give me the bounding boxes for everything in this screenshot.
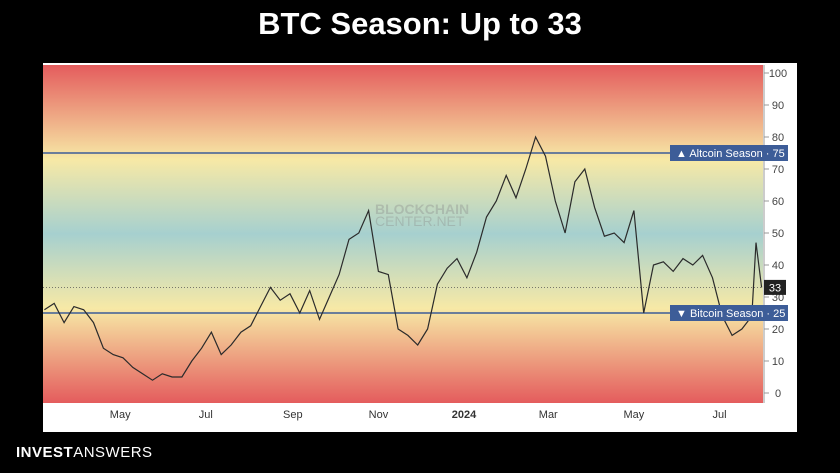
y-tick-label: 10 [772, 356, 784, 368]
chart-panel: 0 10 20 30 40 50 60 70 80 90 100 May Jul Sep Nov 2024 M… [43, 63, 797, 432]
current-value-label: 33 [769, 282, 781, 294]
y-tick-label: 20 [772, 324, 784, 336]
x-tick-label: Nov [369, 409, 389, 421]
current-value-badge: 33 [764, 279, 786, 295]
brand-logo: INVESTANSWERS [16, 444, 153, 461]
y-tick-label: 0 [775, 388, 781, 400]
series-line [44, 135, 763, 381]
x-tick-label: Jul [712, 409, 726, 421]
y-tick-label: 100 [769, 68, 787, 80]
y-tick-label: 40 [772, 260, 784, 272]
page-title: BTC Season: Up to 33 [258, 6, 582, 41]
y-tick-label: 50 [772, 228, 784, 240]
y-tick-label: 60 [772, 196, 784, 208]
watermark-line2: CENTER.NET [375, 213, 465, 229]
y-tick-label: 30 [772, 292, 784, 304]
y-tick-label: 80 [772, 132, 784, 144]
x-tick-label: Jul [199, 409, 213, 421]
plot-background [43, 65, 763, 403]
threshold-badge [670, 305, 788, 321]
x-tick-label: Mar [539, 409, 558, 421]
threshold-badge [670, 145, 788, 161]
y-tick-label: 70 [772, 164, 784, 176]
current-value-badge-bg [764, 279, 786, 295]
brand-light: ANSWERS [73, 444, 153, 461]
x-tick-label: May [623, 409, 644, 421]
btc-season-chart: 0 10 20 30 40 50 60 70 80 90 100 May Jul Sep Nov 2024 M… [43, 65, 788, 421]
watermark: BLOCKCHAIN CENTER.NET [375, 201, 469, 229]
watermark-line1: BLOCKCHAIN [375, 201, 469, 217]
y-tick-label: 90 [772, 100, 784, 112]
threshold-label: ▼ Bitcoin Season · 25 [676, 308, 785, 320]
x-tick-label: Sep [283, 409, 303, 421]
brand-bold: INVEST [16, 444, 74, 461]
x-tick-label: 2024 [452, 409, 477, 421]
x-tick-label: May [110, 409, 131, 421]
threshold-label: ▲ Altcoin Season · 75 [676, 148, 785, 160]
